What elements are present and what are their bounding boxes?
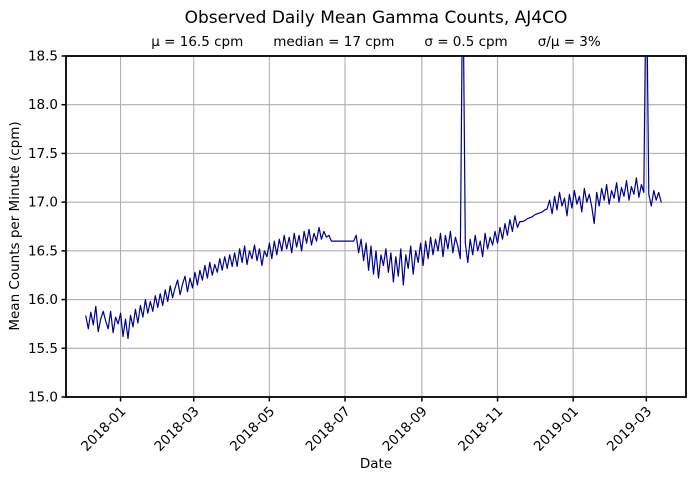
chart-stats-line: μ = 16.5 cpm median = 17 cpm σ = 0.5 cpm… xyxy=(66,34,686,50)
x-tick-label: 2018-03 xyxy=(151,404,202,455)
y-tick-label: 15.5 xyxy=(28,341,58,357)
y-tick-label: 16.0 xyxy=(28,292,58,308)
x-tick-label: 2019-01 xyxy=(531,404,582,455)
y-tick-label: 16.5 xyxy=(28,243,58,259)
chart-title: Observed Daily Mean Gamma Counts, AJ4CO xyxy=(184,8,568,28)
x-tick-label: 2018-01 xyxy=(78,404,129,455)
y-tick-label: 18.0 xyxy=(28,97,58,113)
y-tick-label: 17.5 xyxy=(28,146,58,162)
x-tick-label: 2018-11 xyxy=(455,404,506,455)
x-axis-label: Date xyxy=(359,456,393,472)
stat-median: median = 17 cpm xyxy=(273,34,395,50)
y-tick-label: 15.0 xyxy=(28,390,58,406)
axes-spines xyxy=(65,55,687,398)
x-tick-label: 2018-07 xyxy=(303,404,354,455)
y-tick-label: 18.5 xyxy=(28,49,58,65)
x-tick-label: 2018-05 xyxy=(227,404,278,455)
stat-sigma-over-mu: σ/μ = 3% xyxy=(537,34,601,50)
x-tick-label: 2018-09 xyxy=(380,404,431,455)
y-tick-label: 17.0 xyxy=(28,195,58,211)
stat-sigma: σ = 0.5 cpm xyxy=(424,34,508,50)
stat-mean: μ = 16.5 cpm xyxy=(151,34,244,50)
data-line-daily-mean-gamma-counts xyxy=(85,56,662,340)
x-tick-label: 2019-03 xyxy=(604,404,655,455)
